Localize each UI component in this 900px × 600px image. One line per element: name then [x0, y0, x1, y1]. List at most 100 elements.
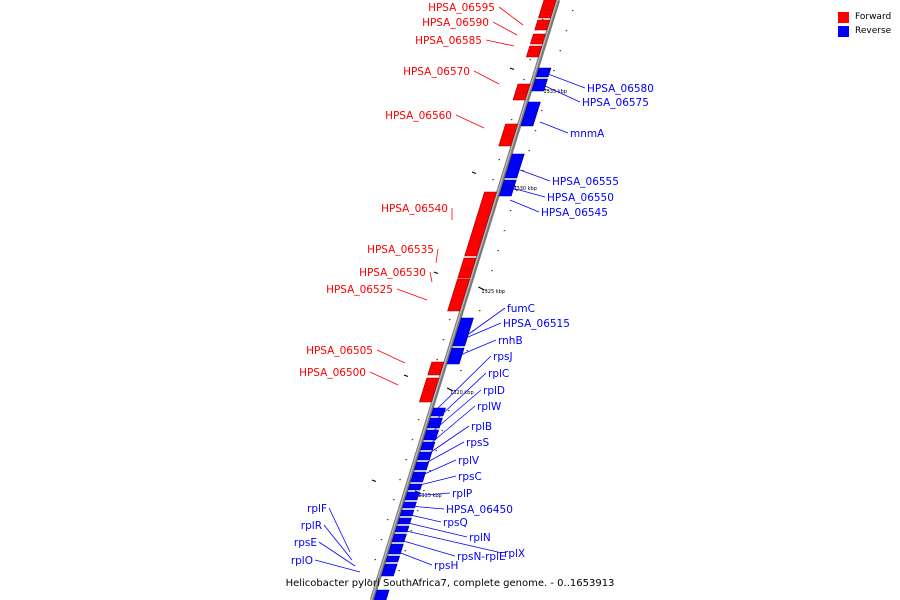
forward-gene-label[interactable]: HPSA_06570 [403, 66, 470, 78]
reverse-gene-label[interactable]: rplC [488, 368, 509, 380]
forward-leader-line [485, 39, 515, 47]
reverse-gene-label[interactable]: rplX [504, 548, 525, 560]
dash-mark [471, 171, 477, 175]
minor-tick [547, 90, 549, 92]
reverse-leader-line [403, 521, 468, 538]
forward-gene-label[interactable]: HPSA_06560 [385, 110, 452, 122]
minor-tick [510, 119, 513, 121]
forward-gene-label[interactable]: HPSA_06590 [422, 17, 489, 29]
minor-tick [442, 339, 445, 341]
gene-block-shade [509, 165, 520, 168]
reverse-leader-line [539, 121, 569, 134]
minor-tick [417, 419, 420, 421]
gene-block-shade [396, 528, 408, 531]
forward-gene-label[interactable]: HPSA_06595 [428, 2, 495, 14]
reverse-gene-label[interactable]: rplN [469, 532, 491, 544]
legend: Forward Reverse [838, 10, 891, 38]
forward-gene-label[interactable]: HPSA_06505 [306, 345, 373, 357]
minor-tick [529, 59, 531, 61]
forward-gene-block [447, 278, 470, 312]
gene-block-shade [503, 134, 514, 137]
gene-block-shade [433, 411, 444, 414]
dash-mark [403, 374, 409, 378]
reverse-gene-label[interactable]: rnhB [498, 335, 523, 347]
reverse-gene-label[interactable]: rplB [471, 421, 492, 433]
reverse-leader-line [435, 355, 492, 411]
forward-gene-block [538, 0, 557, 19]
reverse-gene-label[interactable]: rpsH [434, 560, 458, 572]
reverse-gene-label[interactable]: rpsS [466, 437, 489, 449]
reverse-gene-label[interactable]: HPSA_06450 [446, 504, 513, 516]
forward-gene-label[interactable]: HPSA_06500 [299, 367, 366, 379]
gene-block-shade [419, 455, 430, 458]
forward-gene-label[interactable]: HPSA_06525 [326, 284, 393, 296]
reverse-gene-label[interactable]: rpsJ [493, 351, 513, 363]
reverse-gene-label[interactable]: rpsQ [443, 517, 468, 529]
gene-block-shade [430, 368, 441, 370]
reverse-gene-block [504, 153, 525, 179]
reverse-gene-label[interactable]: rplW [477, 401, 502, 413]
reverse-leader-line [314, 559, 361, 573]
minor-tick [380, 539, 383, 541]
gene-block-shade [424, 389, 435, 392]
gene-block-shade [422, 445, 433, 448]
forward-gene-block [512, 83, 531, 101]
forward-gene-label[interactable]: HPSA_06535 [367, 244, 434, 256]
reverse-leader-line [318, 541, 356, 567]
forward-gene-label[interactable]: HPSA_06540 [381, 203, 448, 215]
reverse-leader-line [323, 524, 353, 561]
gene-block-shade [532, 38, 543, 41]
reverse-leader-line [509, 199, 540, 213]
gene-block-shade [458, 331, 469, 334]
reverse-leader-line [397, 551, 433, 566]
reverse-gene-label[interactable]: HPSA_06515 [503, 318, 570, 330]
reverse-gene-block [535, 67, 552, 78]
legend-forward-label: Forward [855, 12, 892, 22]
reverse-leader-line [465, 307, 506, 337]
reverse-leader-line [405, 513, 442, 523]
reverse-gene-block [397, 517, 412, 525]
minor-tick [492, 179, 494, 181]
minor-tick [498, 159, 500, 161]
reverse-gene-label[interactable]: rplF [307, 503, 327, 515]
minor-tick [454, 390, 456, 392]
gene-block-shade [394, 537, 405, 540]
reverse-gene-label[interactable]: rpsE [294, 537, 317, 549]
reverse-gene-label[interactable]: mnmA [570, 128, 605, 140]
minor-tick [441, 430, 444, 432]
reverse-gene-label[interactable]: rpsC [458, 471, 482, 483]
dash-mark [433, 271, 439, 275]
legend-forward: Forward [838, 10, 891, 24]
forward-gene-label[interactable]: HPSA_06530 [359, 267, 426, 279]
reverse-gene-label[interactable]: HPSA_06555 [552, 176, 619, 188]
minor-tick [540, 110, 543, 112]
forward-gene-label[interactable]: HPSA_06585 [415, 35, 482, 47]
reverse-gene-label[interactable]: fumC [507, 303, 535, 315]
reverse-gene-label[interactable]: rplV [458, 455, 480, 467]
gene-block-shade [475, 223, 486, 226]
gene-block-shade [537, 24, 548, 27]
reverse-gene-block [446, 347, 465, 365]
reverse-gene-block [381, 563, 398, 577]
reverse-gene-label[interactable]: HPSA_06580 [587, 83, 654, 95]
reverse-gene-label[interactable]: HPSA_06550 [547, 192, 614, 204]
reverse-gene-label[interactable]: HPSA_06575 [582, 97, 649, 109]
reverse-gene-label[interactable]: rplD [483, 385, 505, 397]
minor-tick [436, 359, 438, 361]
reverse-gene-label[interactable]: rpsN-rplE [457, 551, 506, 563]
gene-block-shade [376, 594, 387, 597]
reverse-gene-label[interactable]: HPSA_06545 [541, 207, 608, 219]
reverse-leader-line [423, 441, 465, 465]
reverse-gene-label[interactable]: rplR [301, 520, 322, 532]
legend-reverse-label: Reverse [855, 26, 892, 36]
gene-block-shade [542, 8, 553, 11]
reverse-gene-label[interactable]: rplO [291, 555, 313, 567]
minor-tick [571, 10, 574, 12]
forward-leader-line [376, 349, 406, 364]
reverse-leader-line [409, 505, 445, 510]
gene-block-shade [410, 486, 421, 489]
reverse-leader-line [401, 529, 503, 554]
reverse-gene-label[interactable]: rplP [452, 488, 472, 500]
minor-tick [528, 150, 530, 152]
